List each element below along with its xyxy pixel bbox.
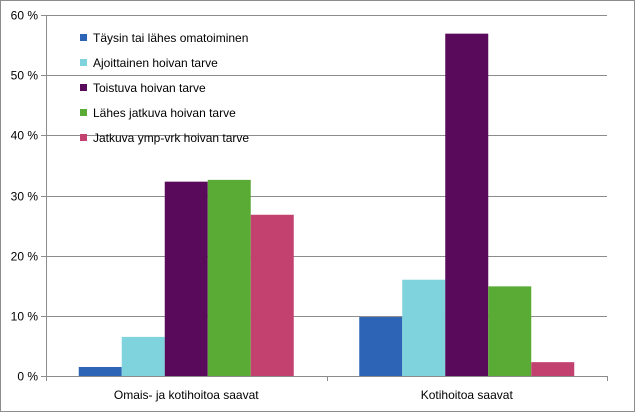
bar — [445, 33, 489, 376]
y-tick-label: 60 % — [11, 9, 39, 23]
y-tick-label: 0 % — [17, 370, 38, 384]
legend-label: Ajoittainen hoivan tarve — [93, 56, 218, 70]
legend-label: Täysin tai lähes omatoiminen — [93, 31, 248, 45]
bar — [359, 317, 403, 376]
bar — [531, 362, 575, 376]
y-tick-label: 50 % — [11, 69, 39, 83]
bar — [250, 214, 294, 376]
bar — [402, 279, 446, 376]
legend-swatch — [80, 59, 87, 66]
y-tick-label: 40 % — [11, 129, 39, 143]
x-category-label: Kotihoitoa saavat — [421, 388, 514, 402]
legend-label: Toistuva hoivan tarve — [93, 81, 206, 95]
legend-swatch — [80, 34, 87, 41]
legend-label: Jatkuva ymp-vrk hoivan tarve — [93, 131, 249, 145]
legend-swatch — [80, 84, 87, 91]
y-tick-label: 10 % — [11, 310, 39, 324]
x-category-label: Omais- ja kotihoitoa saavat — [114, 388, 259, 402]
bar — [121, 336, 165, 376]
bar — [207, 179, 251, 376]
bar — [78, 366, 122, 376]
bar — [488, 286, 532, 376]
legend-label: Lähes jatkuva hoivan tarve — [93, 106, 236, 120]
y-tick-label: 30 % — [11, 190, 39, 204]
y-tick-label: 20 % — [11, 250, 39, 264]
legend-swatch — [80, 109, 87, 116]
bar — [164, 181, 208, 376]
legend-swatch — [80, 134, 87, 141]
